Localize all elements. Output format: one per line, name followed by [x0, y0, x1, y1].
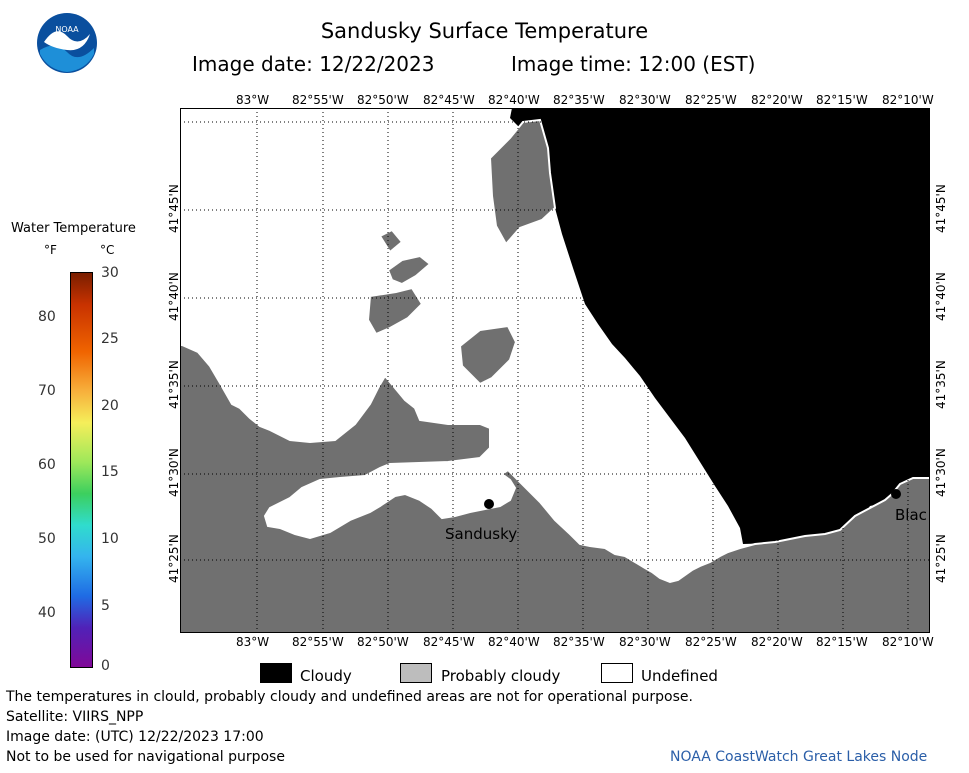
f-tick-50: 50	[38, 531, 56, 547]
image-time: Image time: 12:00 (EST)	[511, 52, 756, 76]
map-canvas[interactable]	[180, 108, 930, 633]
legend-label-probably-cloudy: Probably cloudy	[441, 667, 561, 685]
lon-label-bottom: 82°55'W	[292, 635, 344, 649]
utc-date-text: Image date: (UTC) 12/22/2023 17:00	[6, 729, 264, 745]
lat-label-left: 41°40'N	[167, 272, 181, 321]
f-tick-80: 80	[38, 309, 56, 325]
black-river-marker-icon	[891, 489, 901, 499]
c-tick-30: 30	[101, 265, 119, 281]
lon-label-top: 82°20'W	[751, 93, 803, 107]
lon-label-top: 82°15'W	[816, 93, 868, 107]
f-tick-60: 60	[38, 457, 56, 473]
c-tick-25: 25	[101, 331, 119, 347]
lon-label-bottom: 82°50'W	[357, 635, 409, 649]
lon-label-bottom: 82°40'W	[488, 635, 540, 649]
lon-label-bottom: 82°20'W	[751, 635, 803, 649]
map-frame	[180, 108, 930, 633]
lat-label-right: 41°35'N	[934, 360, 948, 409]
lon-label-top: 82°10'W	[882, 93, 934, 107]
legend-swatch-undefined	[601, 663, 633, 683]
lat-label-right: 41°25'N	[934, 534, 948, 583]
lat-label-left: 41°25'N	[167, 534, 181, 583]
place-label-blac: Blac	[895, 506, 927, 524]
colorbar-title: Water Temperature	[11, 221, 136, 236]
lon-label-bottom: 82°35'W	[553, 635, 605, 649]
lon-label-bottom: 82°30'W	[619, 635, 671, 649]
disclaimer-text: The temperatures in clould, probably clo…	[6, 689, 693, 705]
lon-label-top: 83°W	[236, 93, 270, 107]
lat-label-left: 41°35'N	[167, 360, 181, 409]
lon-label-top: 82°25'W	[685, 93, 737, 107]
colorbar-gradient	[70, 272, 93, 668]
lon-label-top: 82°50'W	[357, 93, 409, 107]
navigation-warning-text: Not to be used for navigational purpose	[6, 749, 285, 765]
probably-cloudy-patch-3	[386, 254, 432, 286]
f-tick-70: 70	[38, 383, 56, 399]
lon-label-bottom: 83°W	[236, 635, 270, 649]
lon-label-top: 82°55'W	[292, 93, 344, 107]
lon-label-top: 82°40'W	[488, 93, 540, 107]
lon-label-top: 82°45'W	[423, 93, 475, 107]
lat-label-left: 41°45'N	[167, 184, 181, 233]
legend-swatch-probably-cloudy	[400, 663, 432, 683]
c-tick-0: 0	[101, 658, 110, 674]
sandusky-marker-icon	[484, 499, 494, 509]
noaa-logo: NOAA	[37, 13, 97, 73]
lat-label-left: 41°30'N	[167, 448, 181, 497]
satellite-text: Satellite: VIIRS_NPP	[6, 709, 144, 725]
colorbar-unit-f: °F	[44, 243, 57, 257]
probably-cloudy-patch-4	[366, 286, 424, 336]
f-tick-40: 40	[38, 605, 56, 621]
legend-label-undefined: Undefined	[641, 667, 718, 685]
lon-label-top: 82°30'W	[619, 93, 671, 107]
cloudy-region	[510, 108, 930, 544]
c-tick-5: 5	[101, 598, 110, 614]
graticule	[180, 108, 930, 633]
c-tick-20: 20	[101, 398, 119, 414]
legend-swatch-cloudy	[260, 663, 292, 683]
lon-label-top: 82°35'W	[553, 93, 605, 107]
colorbar-unit-c: °C	[100, 243, 115, 257]
probably-cloudy-patch-1	[488, 118, 557, 246]
lon-label-bottom: 82°10'W	[882, 635, 934, 649]
lon-label-bottom: 82°25'W	[685, 635, 737, 649]
probably-cloudy-patch-5	[458, 324, 518, 386]
lat-label-right: 41°45'N	[934, 184, 948, 233]
lon-label-bottom: 82°45'W	[423, 635, 475, 649]
svg-text:NOAA: NOAA	[55, 25, 79, 34]
legend-label-cloudy: Cloudy	[300, 667, 352, 685]
c-tick-15: 15	[101, 464, 119, 480]
lat-label-right: 41°40'N	[934, 272, 948, 321]
page-title: Sandusky Surface Temperature	[320, 19, 649, 43]
place-label-sandusky: Sandusky	[445, 525, 518, 543]
lon-label-bottom: 82°15'W	[816, 635, 868, 649]
credit-text: NOAA CoastWatch Great Lakes Node	[670, 749, 928, 765]
c-tick-10: 10	[101, 531, 119, 547]
image-date: Image date: 12/22/2023	[192, 52, 435, 76]
lat-label-right: 41°30'N	[934, 448, 948, 497]
